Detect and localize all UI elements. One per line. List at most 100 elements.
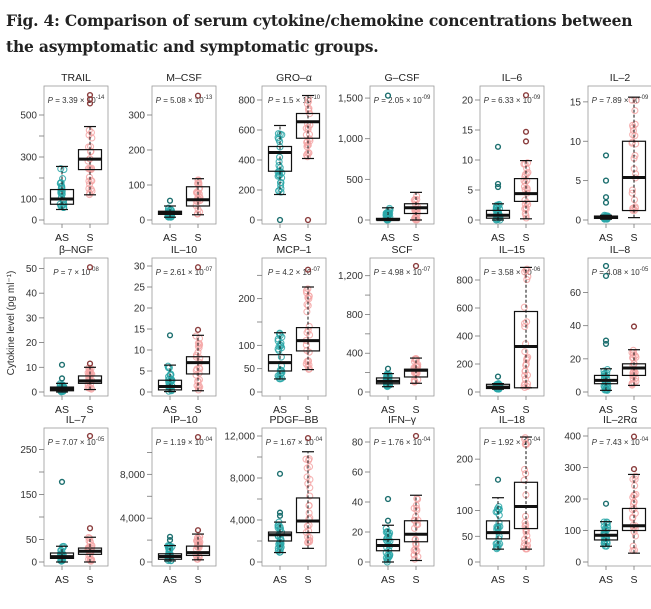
y-tick-label: 0 — [357, 388, 363, 399]
x-tick-label: AS — [163, 574, 177, 586]
panel-frame-il-8 — [587, 257, 651, 397]
data-point-s — [410, 551, 418, 559]
data-point-s — [87, 147, 95, 155]
data-point-s — [306, 492, 314, 500]
data-point-as — [383, 527, 391, 536]
x-tick-label: S — [86, 232, 93, 244]
outlier-as — [166, 533, 174, 540]
box-as — [49, 188, 75, 205]
data-point-s — [521, 440, 529, 448]
y-tick-label: 10 — [462, 156, 474, 167]
outlier-as — [602, 262, 610, 270]
data-point-s — [85, 131, 93, 139]
data-point-s — [628, 505, 636, 514]
p-value-il-10: P = 2.61 × 10-07 — [156, 267, 213, 277]
y-tick-label: 4,000 — [120, 514, 145, 525]
outlier-as — [384, 517, 392, 524]
p-value--ngf: P = 7 × 10-08 — [53, 267, 99, 277]
panel-frame-il-2r- — [587, 427, 651, 567]
box-s — [403, 520, 429, 543]
outlier-as — [602, 177, 610, 184]
data-point-s — [303, 522, 311, 530]
data-point-as — [277, 369, 285, 377]
box-s — [295, 497, 321, 534]
data-point-s — [523, 356, 531, 364]
data-point-s — [521, 348, 529, 356]
data-point-as — [168, 543, 176, 551]
y-tick-label: 50 — [462, 532, 474, 543]
data-point-s — [522, 214, 530, 222]
data-point-s — [305, 292, 313, 300]
x-tick-label: AS — [163, 232, 177, 244]
panel-title-il-15: IL–15 — [499, 244, 525, 256]
y-tick-label: 10 — [134, 346, 146, 357]
p-value-trail: P = 3.39 × 10-14 — [48, 95, 105, 105]
data-point-s — [196, 365, 204, 373]
y-tick-label: 25 — [134, 283, 146, 294]
x-tick-label: S — [304, 232, 311, 244]
panel-title-ifn-: IFN–γ — [388, 414, 417, 426]
y-tick-label: 100 — [128, 181, 145, 192]
outlier-as — [58, 361, 66, 368]
outlier-as — [384, 365, 392, 372]
data-point-as — [495, 205, 504, 213]
y-tick-label: 0 — [249, 558, 255, 569]
data-point-s — [520, 465, 529, 474]
data-point-s — [303, 308, 311, 316]
y-tick-label: 20 — [26, 338, 38, 349]
data-point-s — [629, 131, 637, 139]
outlier-as — [602, 199, 610, 206]
x-tick-label: S — [630, 574, 637, 586]
x-tick-label: AS — [491, 404, 505, 416]
x-tick-label: S — [412, 232, 419, 244]
y-tick-label: 200 — [456, 360, 473, 371]
data-point-as — [278, 131, 286, 139]
data-point-s — [306, 475, 314, 484]
data-point-s — [631, 120, 639, 128]
data-point-s — [305, 509, 313, 517]
data-point-s — [195, 554, 203, 562]
panel-title-ip-10: IP–10 — [170, 414, 198, 426]
x-tick-label: AS — [55, 232, 69, 244]
panel-frame-gro- — [261, 85, 327, 225]
outlier-s — [86, 360, 94, 367]
y-tick-label: 800 — [346, 310, 363, 321]
outlier-s — [86, 432, 94, 440]
x-tick-label: AS — [381, 574, 395, 586]
data-point-s — [85, 126, 93, 134]
outlier-as — [384, 92, 392, 99]
data-point-s — [306, 484, 314, 492]
figure-caption: Fig. 4: Comparison of serum cytokine/che… — [6, 11, 633, 56]
panel-title--ngf: β–NGF — [59, 244, 93, 256]
data-point-s — [195, 376, 204, 384]
x-tick-label: S — [304, 404, 311, 416]
x-tick-label: S — [86, 404, 93, 416]
p-value-scf: P = 4.98 × 10-07 — [374, 267, 431, 277]
outlier-as — [58, 375, 66, 382]
y-tick-label: 10 — [26, 363, 38, 374]
data-point-s — [196, 538, 204, 546]
data-point-s — [196, 341, 204, 349]
panel-frame-il-2 — [587, 85, 651, 225]
data-point-s — [631, 532, 640, 540]
data-point-s — [523, 199, 531, 207]
outlier-s — [304, 266, 312, 273]
outlier-as — [494, 143, 502, 150]
y-tick-label: 40 — [26, 289, 38, 300]
outlier-as — [276, 216, 284, 224]
panel-title-il-10: IL–10 — [171, 244, 197, 256]
y-tick-label: 100 — [564, 526, 581, 537]
data-point-s — [629, 204, 637, 212]
x-tick-label: S — [194, 232, 201, 244]
data-point-s — [414, 553, 422, 561]
panel-frame-il-7 — [43, 427, 109, 567]
outlier-as — [494, 476, 502, 483]
data-point-s — [523, 380, 532, 388]
y-tick-label: 0 — [139, 388, 145, 399]
y-tick-label: 12,000 — [224, 432, 255, 443]
outlier-as — [384, 495, 392, 503]
outlier-as — [602, 337, 610, 344]
panel-title-trail: TRAIL — [61, 72, 91, 84]
y-tick-label: 400 — [346, 349, 363, 360]
data-point-s — [523, 371, 532, 379]
